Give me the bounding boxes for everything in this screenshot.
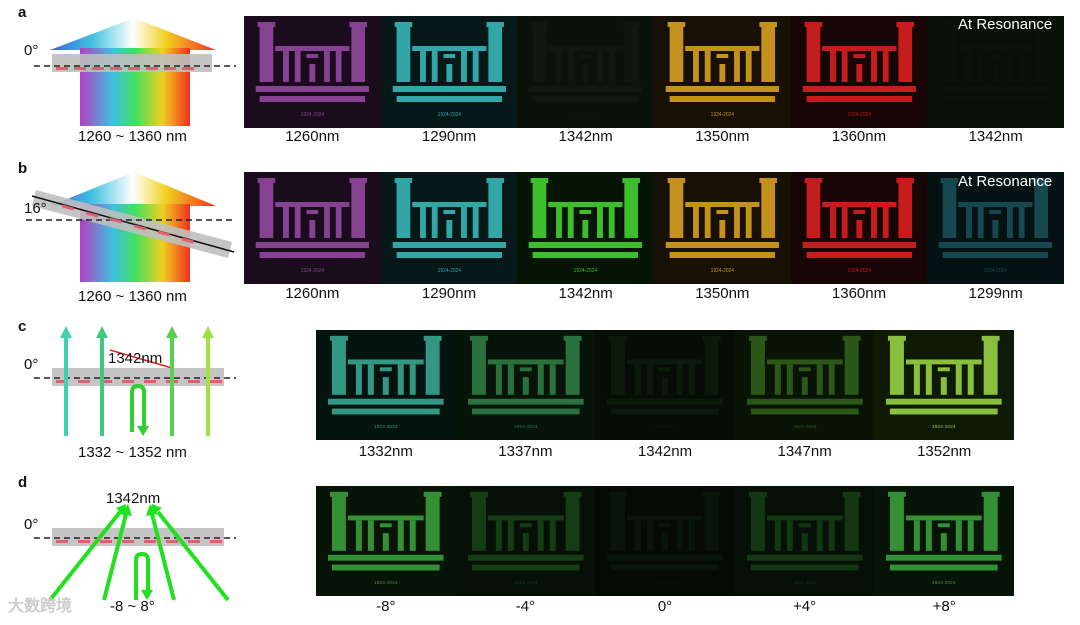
wavelength-label-c-2: 1337nm xyxy=(498,443,553,460)
svg-text:1924-2024: 1924-2024 xyxy=(513,424,537,430)
image-panel-a-1: 1924-2024 xyxy=(244,16,381,128)
image-panel-a-5: 1924-2024 xyxy=(790,16,928,128)
wavelength-label-b-6: 1299nm xyxy=(968,285,1023,302)
panel-letter-d: d xyxy=(18,474,28,491)
image-panel-c-2: 1924-2024 xyxy=(455,330,596,440)
wavelength-label-b-3: 1342nm xyxy=(558,285,613,302)
svg-text:1924-2024: 1924-2024 xyxy=(653,424,677,430)
diagram-c xyxy=(22,322,242,442)
image-panel-d-2: 1924-2024 xyxy=(455,486,596,596)
wavelength-label-a-6: 1342nm xyxy=(968,128,1023,145)
wavelength-label-a-1: 1260nm xyxy=(285,128,340,145)
resonance-label-a: At Resonance xyxy=(958,16,1053,33)
svg-text:1924-2024: 1924-2024 xyxy=(847,268,871,274)
image-panel-c-4: 1924-2024 xyxy=(734,330,875,440)
image-panel-a-4: 1924-2024 xyxy=(654,16,791,128)
svg-text:1924-2024: 1924-2024 xyxy=(301,112,325,118)
wavelength-label-a-5: 1360nm xyxy=(831,128,887,145)
image-panel-c-1: 1924-2024 xyxy=(316,330,456,440)
wavelength-label-a-2: 1290nm xyxy=(421,128,477,145)
image-panel-d-3: 1924-2024 xyxy=(595,486,735,596)
panel-letter-c: c xyxy=(18,318,27,335)
center-wavelength-c: 1342nm xyxy=(108,350,163,367)
wavelength-label-d-3: 0° xyxy=(657,598,673,615)
wavelength-label-d-2: -4° xyxy=(515,598,536,615)
image-strip-d: 1924-2024 1924-2024 1924-2024 1924-2024 1924… xyxy=(316,486,1014,596)
wavelength-label-c-4: 1347nm xyxy=(777,443,832,460)
range-label-c: 1332 ~ 1352 nm xyxy=(78,444,187,461)
image-panel-b-1: 1924-2024 xyxy=(244,172,381,284)
image-strip-c: 1924-2024 1924-2024 1924-2024 1924-2024 1924… xyxy=(316,330,1014,440)
wavelength-label-c-5: 1352nm xyxy=(917,443,972,460)
svg-text:1924-2024: 1924-2024 xyxy=(653,580,677,586)
wavelength-label-a-4: 1350nm xyxy=(695,128,750,145)
svg-text:1924-2024: 1924-2024 xyxy=(574,268,598,274)
svg-text:1924-2024: 1924-2024 xyxy=(847,112,871,118)
angle-label-a: 0° xyxy=(24,42,39,59)
wavelength-label-d-1: -8° xyxy=(376,598,396,615)
wavelength-label-d-4: +4° xyxy=(793,598,817,615)
panel-letter-a: a xyxy=(18,4,27,21)
angle-label-d: 0° xyxy=(24,516,39,533)
svg-text:1924-2024: 1924-2024 xyxy=(301,268,325,274)
angle-label-c: 0° xyxy=(24,356,39,373)
image-panel-b-3: 1924-2024 xyxy=(517,172,654,284)
svg-text:1924-2024: 1924-2024 xyxy=(711,112,735,118)
wavelength-label-c-3: 1342nm xyxy=(637,443,693,460)
range-label-b: 1260 ~ 1360 nm xyxy=(78,288,187,305)
image-panel-c-5: 1924-2024 xyxy=(874,330,1014,440)
image-panel-c-3: 1924-2024 xyxy=(595,330,735,440)
image-panel-a-6: 1924-2024 xyxy=(927,16,1064,128)
range-label-a: 1260 ~ 1360 nm xyxy=(78,128,187,145)
panel-letter-b: b xyxy=(18,160,28,177)
image-strip-b: 1924-2024 1924-2024 1924-2024 1924-2024 1924… xyxy=(244,172,1064,284)
image-panel-b-5: 1924-2024 xyxy=(790,172,928,284)
image-panel-a-2: 1924-2024 xyxy=(380,16,518,128)
image-panel-b-6: 1924-2024 xyxy=(927,172,1064,284)
svg-text:1924-2024: 1924-2024 xyxy=(437,268,461,274)
svg-text:1924-2024: 1924-2024 xyxy=(513,580,537,586)
wavelength-label-b-1: 1260nm xyxy=(285,285,340,302)
resonance-label-b: At Resonance xyxy=(958,173,1053,190)
diagram-b xyxy=(22,170,242,282)
wavelength-label-d-5: +8° xyxy=(932,598,956,615)
svg-text:1924-2024: 1924-2024 xyxy=(793,580,817,586)
wavelength-label-b-2: 1290nm xyxy=(421,285,477,302)
image-panel-b-4: 1924-2024 xyxy=(654,172,791,284)
svg-text:1924-2024: 1924-2024 xyxy=(984,112,1008,118)
svg-text:1924-2024: 1924-2024 xyxy=(437,112,461,118)
svg-text:1924-2024: 1924-2024 xyxy=(374,424,398,430)
center-wavelength-d: 1342nm xyxy=(106,490,161,507)
svg-text:1924-2024: 1924-2024 xyxy=(793,424,817,430)
wavelength-label-b-4: 1350nm xyxy=(695,285,750,302)
svg-text:1924-2024: 1924-2024 xyxy=(711,268,735,274)
svg-text:1924-2024: 1924-2024 xyxy=(374,580,398,586)
image-panel-d-4: 1924-2024 xyxy=(734,486,875,596)
image-panel-a-3: 1924-2024 xyxy=(517,16,654,128)
diagram-d xyxy=(22,500,242,604)
wavelength-label-b-5: 1360nm xyxy=(831,285,887,302)
angle-label-b: 16° xyxy=(24,200,47,217)
image-panel-b-2: 1924-2024 xyxy=(380,172,518,284)
diagram-a xyxy=(22,14,242,126)
image-panel-d-5: 1924-2024 xyxy=(874,486,1014,596)
svg-text:1924-2024: 1924-2024 xyxy=(984,268,1008,274)
svg-text:1924-2024: 1924-2024 xyxy=(574,112,598,118)
svg-text:1924-2024: 1924-2024 xyxy=(932,580,956,586)
image-panel-d-1: 1924-2024 xyxy=(316,486,456,596)
watermark-logo: 大数跨境 xyxy=(8,598,73,615)
wavelength-label-c-1: 1332nm xyxy=(358,443,413,460)
svg-text:1924-2024: 1924-2024 xyxy=(932,424,956,430)
image-strip-a: 1924-2024 1924-2024 1924-2024 1924-2024 1924… xyxy=(244,16,1064,128)
wavelength-label-a-3: 1342nm xyxy=(558,128,613,145)
range-label-d: -8 ~ 8° xyxy=(110,598,155,615)
